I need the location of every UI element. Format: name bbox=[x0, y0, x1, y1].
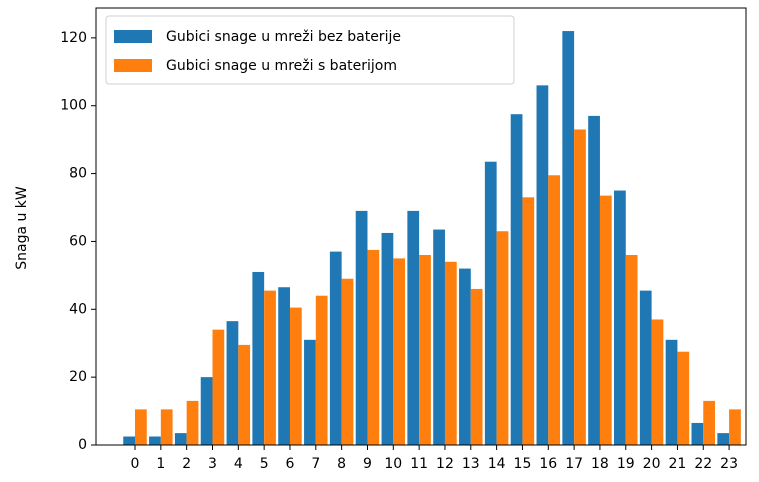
bar bbox=[419, 255, 431, 445]
bar bbox=[562, 31, 575, 445]
bar bbox=[381, 232, 394, 445]
x-tick-label: 21 bbox=[669, 456, 687, 472]
bar bbox=[677, 351, 690, 445]
x-tick-label: 7 bbox=[311, 456, 320, 472]
bar bbox=[510, 114, 523, 446]
bar bbox=[135, 409, 147, 445]
x-tick-label: 13 bbox=[462, 456, 480, 472]
x-tick-label: 3 bbox=[208, 456, 217, 472]
x-tick-label: 9 bbox=[363, 456, 372, 472]
x-tick-label: 14 bbox=[488, 456, 506, 472]
x-tick-label: 12 bbox=[436, 456, 454, 472]
y-tick-label: 20 bbox=[69, 369, 87, 385]
x-tick-label: 16 bbox=[539, 456, 557, 472]
legend-swatch bbox=[114, 30, 152, 43]
bar bbox=[174, 433, 187, 445]
bar bbox=[264, 290, 276, 445]
x-tick-label: 17 bbox=[565, 456, 583, 472]
bar bbox=[341, 278, 354, 445]
bar bbox=[548, 175, 561, 445]
legend-label: Gubici snage u mreži s baterijom bbox=[166, 58, 397, 74]
x-tick-label: 4 bbox=[234, 456, 243, 472]
bar bbox=[433, 229, 445, 445]
y-axis-label: Snaga u kW bbox=[14, 186, 30, 270]
y-tick-label: 80 bbox=[69, 166, 87, 182]
bar bbox=[522, 197, 535, 445]
bar bbox=[729, 409, 741, 445]
y-tick-label: 120 bbox=[60, 30, 87, 46]
bar bbox=[484, 161, 497, 446]
bar bbox=[278, 287, 290, 445]
bar bbox=[665, 339, 678, 445]
bar bbox=[407, 210, 420, 445]
bar bbox=[252, 271, 265, 445]
x-tick-label: 18 bbox=[591, 456, 609, 472]
bar bbox=[289, 307, 302, 445]
bar bbox=[304, 339, 316, 445]
bar bbox=[717, 433, 730, 445]
bar bbox=[496, 231, 509, 445]
x-tick-label: 10 bbox=[384, 456, 402, 472]
x-tick-label: 5 bbox=[260, 456, 269, 472]
bar bbox=[212, 329, 225, 445]
legend-swatch bbox=[114, 59, 152, 72]
y-tick-label: 0 bbox=[78, 437, 87, 453]
bar bbox=[123, 436, 135, 445]
x-tick-label: 20 bbox=[643, 456, 661, 472]
bar bbox=[651, 319, 664, 445]
bar bbox=[367, 249, 380, 445]
x-tick-label: 2 bbox=[182, 456, 191, 472]
x-tick-label: 22 bbox=[694, 456, 712, 472]
bar bbox=[691, 422, 704, 445]
bar bbox=[703, 400, 716, 445]
bar bbox=[226, 321, 239, 445]
x-tick-label: 15 bbox=[514, 456, 532, 472]
bar bbox=[186, 400, 199, 445]
x-tick-label: 8 bbox=[337, 456, 346, 472]
y-tick-label: 60 bbox=[69, 233, 87, 249]
bar bbox=[614, 190, 626, 445]
x-tick-label: 0 bbox=[131, 456, 140, 472]
y-tick-label: 40 bbox=[69, 301, 87, 317]
y-tick-label: 100 bbox=[60, 98, 87, 114]
bar bbox=[470, 288, 483, 445]
bar bbox=[625, 255, 638, 445]
x-tick-label: 6 bbox=[286, 456, 295, 472]
bar bbox=[393, 258, 406, 445]
bar bbox=[355, 210, 368, 445]
bar bbox=[599, 195, 612, 445]
bar bbox=[588, 115, 600, 446]
x-tick-label: 1 bbox=[156, 456, 165, 472]
bar bbox=[459, 268, 471, 445]
legend-label: Gubici snage u mreži bez baterije bbox=[166, 29, 401, 45]
plot-frame bbox=[95, 7, 747, 446]
x-tick-label: 19 bbox=[617, 456, 635, 472]
bar bbox=[574, 129, 586, 445]
bar bbox=[639, 290, 652, 445]
bar bbox=[315, 295, 328, 445]
x-tick-label: 23 bbox=[720, 456, 738, 472]
bar bbox=[329, 251, 342, 445]
bar bbox=[238, 344, 251, 445]
bar bbox=[536, 85, 549, 445]
bar bbox=[149, 436, 161, 445]
bar bbox=[200, 377, 213, 445]
bar bbox=[444, 261, 457, 445]
legend-box bbox=[105, 15, 515, 85]
bar bbox=[160, 409, 173, 445]
x-tick-label: 11 bbox=[410, 456, 428, 472]
